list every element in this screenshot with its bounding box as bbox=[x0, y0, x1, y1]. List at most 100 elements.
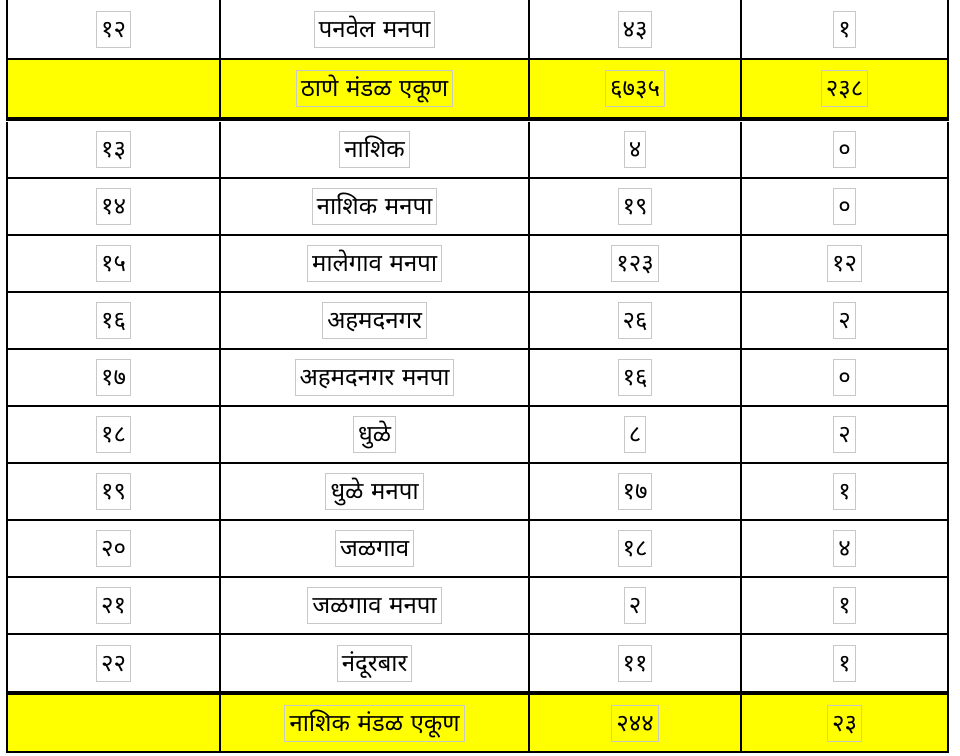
deaths-value: ४ bbox=[833, 530, 856, 567]
count-cell: १८ bbox=[530, 521, 742, 576]
serial-cell: २१ bbox=[6, 578, 221, 633]
count-value: २६ bbox=[617, 302, 653, 339]
deaths-cell: २३८ bbox=[742, 60, 949, 117]
deaths-cell: १२ bbox=[742, 236, 949, 291]
row-divider bbox=[6, 58, 949, 60]
district-cell: मालेगाव मनपा bbox=[221, 236, 530, 291]
total-label: ठाणे मंडळ एकूण bbox=[295, 70, 454, 107]
serial-cell: २२ bbox=[6, 635, 221, 691]
serial-number: १५ bbox=[96, 245, 131, 282]
district-cell: अहमदनगर मनपा bbox=[221, 350, 530, 405]
count-cell: ११ bbox=[530, 635, 742, 691]
district-cell: धुळे bbox=[221, 407, 530, 462]
deaths-cell: ० bbox=[742, 179, 949, 234]
row-divider bbox=[6, 519, 949, 521]
deaths-cell: २ bbox=[742, 293, 949, 348]
table-row: १७ अहमदनगर मनपा १६ ० bbox=[6, 350, 949, 405]
district-cell: पनवेल मनपा bbox=[221, 0, 530, 58]
deaths-value: २३८ bbox=[820, 70, 869, 107]
district-table: १२ पनवेल मनपा ४३ १ ठाणे मंडळ एकूण ६७३५ २… bbox=[6, 0, 949, 756]
serial-cell: १६ bbox=[6, 293, 221, 348]
total-row: ठाणे मंडळ एकूण ६७३५ २३८ bbox=[6, 60, 949, 117]
count-value: ११ bbox=[617, 644, 653, 682]
table-row: २२ नंदूरबार ११ १ bbox=[6, 635, 949, 691]
count-cell: २४४ bbox=[530, 695, 742, 751]
row-divider bbox=[6, 462, 949, 464]
deaths-value: १ bbox=[833, 644, 856, 682]
count-value: २४४ bbox=[611, 704, 659, 742]
district-name: जळगाव मनपा bbox=[307, 587, 442, 624]
table-row: १५ मालेगाव मनपा १२३ १२ bbox=[6, 236, 949, 291]
serial-number: २१ bbox=[96, 587, 131, 624]
district-cell: नाशिक bbox=[221, 122, 530, 177]
table-row: २० जळगाव १८ ४ bbox=[6, 521, 949, 576]
serial-cell: १८ bbox=[6, 407, 221, 462]
deaths-value: १ bbox=[833, 473, 856, 510]
count-cell: ८ bbox=[530, 407, 742, 462]
district-name: धुळे bbox=[353, 416, 396, 453]
row-divider bbox=[6, 234, 949, 236]
deaths-cell: ० bbox=[742, 122, 949, 177]
row-divider bbox=[6, 691, 949, 695]
count-cell: १६ bbox=[530, 350, 742, 405]
serial-number: १७ bbox=[96, 359, 131, 396]
serial-cell bbox=[6, 60, 221, 117]
serial-cell: १५ bbox=[6, 236, 221, 291]
serial-number: १४ bbox=[96, 188, 131, 225]
serial-number: १९ bbox=[96, 473, 131, 510]
count-value: ४ bbox=[623, 131, 647, 168]
district-name: अहमदनगर मनपा bbox=[294, 359, 455, 396]
count-cell: २६ bbox=[530, 293, 742, 348]
count-cell: १९ bbox=[530, 179, 742, 234]
deaths-cell: १ bbox=[742, 578, 949, 633]
count-value: ४३ bbox=[617, 10, 653, 48]
deaths-value: १२ bbox=[827, 245, 862, 282]
count-value: ६७३५ bbox=[605, 70, 665, 107]
serial-cell: १९ bbox=[6, 464, 221, 519]
count-cell: १७ bbox=[530, 464, 742, 519]
table-row: १४ नाशिक मनपा १९ ० bbox=[6, 179, 949, 234]
total-label-cell: ठाणे मंडळ एकूण bbox=[221, 60, 530, 117]
district-name: मालेगाव मनपा bbox=[306, 245, 443, 282]
count-cell: ६७३५ bbox=[530, 60, 742, 117]
count-value: १९ bbox=[617, 188, 653, 225]
count-value: २ bbox=[623, 587, 647, 624]
deaths-cell: २ bbox=[742, 407, 949, 462]
deaths-value: २३ bbox=[827, 704, 862, 742]
deaths-cell: ४ bbox=[742, 521, 949, 576]
serial-number: १२ bbox=[96, 10, 131, 48]
row-divider bbox=[6, 348, 949, 350]
district-cell: धुळे मनपा bbox=[221, 464, 530, 519]
row-divider bbox=[6, 405, 949, 407]
deaths-value: ० bbox=[833, 131, 856, 168]
table-row: २१ जळगाव मनपा २ १ bbox=[6, 578, 949, 633]
deaths-cell: १ bbox=[742, 635, 949, 691]
district-name: धुळे मनपा bbox=[325, 473, 424, 510]
row-divider bbox=[6, 177, 949, 179]
district-cell: नंदूरबार bbox=[221, 635, 530, 691]
total-label-cell: नाशिक मंडळ एकूण bbox=[221, 695, 530, 751]
district-name: नंदूरबार bbox=[336, 644, 413, 682]
count-value: १२३ bbox=[611, 245, 659, 282]
district-cell: जळगाव bbox=[221, 521, 530, 576]
district-name: नाशिक मनपा bbox=[311, 188, 438, 225]
district-name: अहमदनगर bbox=[322, 302, 427, 339]
count-value: १८ bbox=[617, 530, 653, 567]
serial-cell bbox=[6, 695, 221, 751]
serial-cell: २० bbox=[6, 521, 221, 576]
district-cell: जळगाव मनपा bbox=[221, 578, 530, 633]
table-row: १९ धुळे मनपा १७ १ bbox=[6, 464, 949, 519]
total-row: नाशिक मंडळ एकूण २४४ २३ bbox=[6, 695, 949, 751]
district-name: नाशिक bbox=[339, 131, 410, 168]
deaths-value: १ bbox=[833, 10, 856, 48]
total-label: नाशिक मंडळ एकूण bbox=[284, 704, 465, 742]
district-cell: अहमदनगर bbox=[221, 293, 530, 348]
serial-cell: १३ bbox=[6, 122, 221, 177]
serial-number: २२ bbox=[96, 644, 131, 682]
table-row: १६ अहमदनगर २६ २ bbox=[6, 293, 949, 348]
serial-number: १८ bbox=[96, 416, 131, 453]
table-row: १२ पनवेल मनपा ४३ १ bbox=[6, 0, 949, 58]
district-name: जळगाव bbox=[334, 530, 415, 567]
table-row: १८ धुळे ८ २ bbox=[6, 407, 949, 462]
deaths-cell: ० bbox=[742, 350, 949, 405]
